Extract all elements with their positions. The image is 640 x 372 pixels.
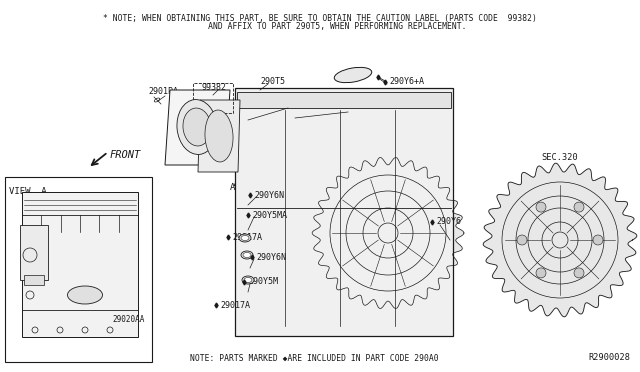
Ellipse shape — [243, 253, 251, 257]
Text: ★290A0: ★290A0 — [343, 106, 373, 115]
Ellipse shape — [241, 235, 249, 241]
Text: FRONT: FRONT — [110, 150, 141, 160]
Polygon shape — [198, 100, 240, 172]
Text: 290Y6N: 290Y6N — [256, 253, 286, 262]
Bar — [22, 192, 138, 337]
Text: * NOTE; WHEN OBTAINING THIS PART, BE SURE TO OBTAIN THE CAUTION LABEL (PARTS COD: * NOTE; WHEN OBTAINING THIS PART, BE SUR… — [103, 14, 537, 23]
Bar — [237, 92, 451, 108]
Bar — [5, 177, 152, 362]
Bar — [24, 275, 44, 285]
Circle shape — [536, 202, 546, 212]
Text: 2901PA: 2901PA — [148, 87, 178, 96]
Ellipse shape — [334, 67, 372, 83]
Ellipse shape — [67, 286, 102, 304]
Text: 290Y6N: 290Y6N — [254, 190, 284, 199]
Text: VIEW  A: VIEW A — [9, 187, 47, 196]
Text: NISSAN: NISSAN — [74, 292, 91, 298]
Ellipse shape — [205, 110, 233, 162]
Bar — [20, 225, 48, 280]
Text: NOTE: PARTS MARKED ◆ARE INCLUDED IN PART CODE 290A0: NOTE: PARTS MARKED ◆ARE INCLUDED IN PART… — [190, 353, 438, 362]
Polygon shape — [165, 90, 230, 165]
Text: 290T5: 290T5 — [260, 77, 285, 87]
Text: A: A — [230, 183, 236, 192]
Text: 29020AA: 29020AA — [112, 315, 145, 324]
Text: 290Y6+A: 290Y6+A — [389, 77, 424, 87]
Circle shape — [593, 235, 603, 245]
Text: 290Y5M: 290Y5M — [248, 278, 278, 286]
Text: 290H9: 290H9 — [282, 103, 307, 112]
Ellipse shape — [244, 278, 252, 282]
Text: R2900028: R2900028 — [588, 353, 630, 362]
Ellipse shape — [241, 251, 253, 259]
Text: 290Y5MA: 290Y5MA — [252, 211, 287, 219]
Text: 29017A: 29017A — [232, 232, 262, 241]
Circle shape — [517, 235, 527, 245]
Text: AND AFFIX TO PART 290T5, WHEN PERFORMING REPLACEMENT.: AND AFFIX TO PART 290T5, WHEN PERFORMING… — [173, 22, 467, 31]
Text: 29017A: 29017A — [220, 301, 250, 310]
Ellipse shape — [239, 234, 251, 242]
Bar — [193, 83, 233, 113]
Text: 290Y6: 290Y6 — [436, 218, 461, 227]
Ellipse shape — [242, 276, 254, 284]
Polygon shape — [483, 163, 637, 317]
Ellipse shape — [183, 108, 211, 146]
Ellipse shape — [177, 100, 217, 154]
Circle shape — [536, 268, 546, 278]
Text: 99382: 99382 — [202, 83, 227, 93]
Polygon shape — [312, 157, 464, 309]
Bar — [235, 88, 453, 336]
Circle shape — [574, 202, 584, 212]
Circle shape — [574, 268, 584, 278]
Text: SEC.320: SEC.320 — [541, 153, 579, 161]
